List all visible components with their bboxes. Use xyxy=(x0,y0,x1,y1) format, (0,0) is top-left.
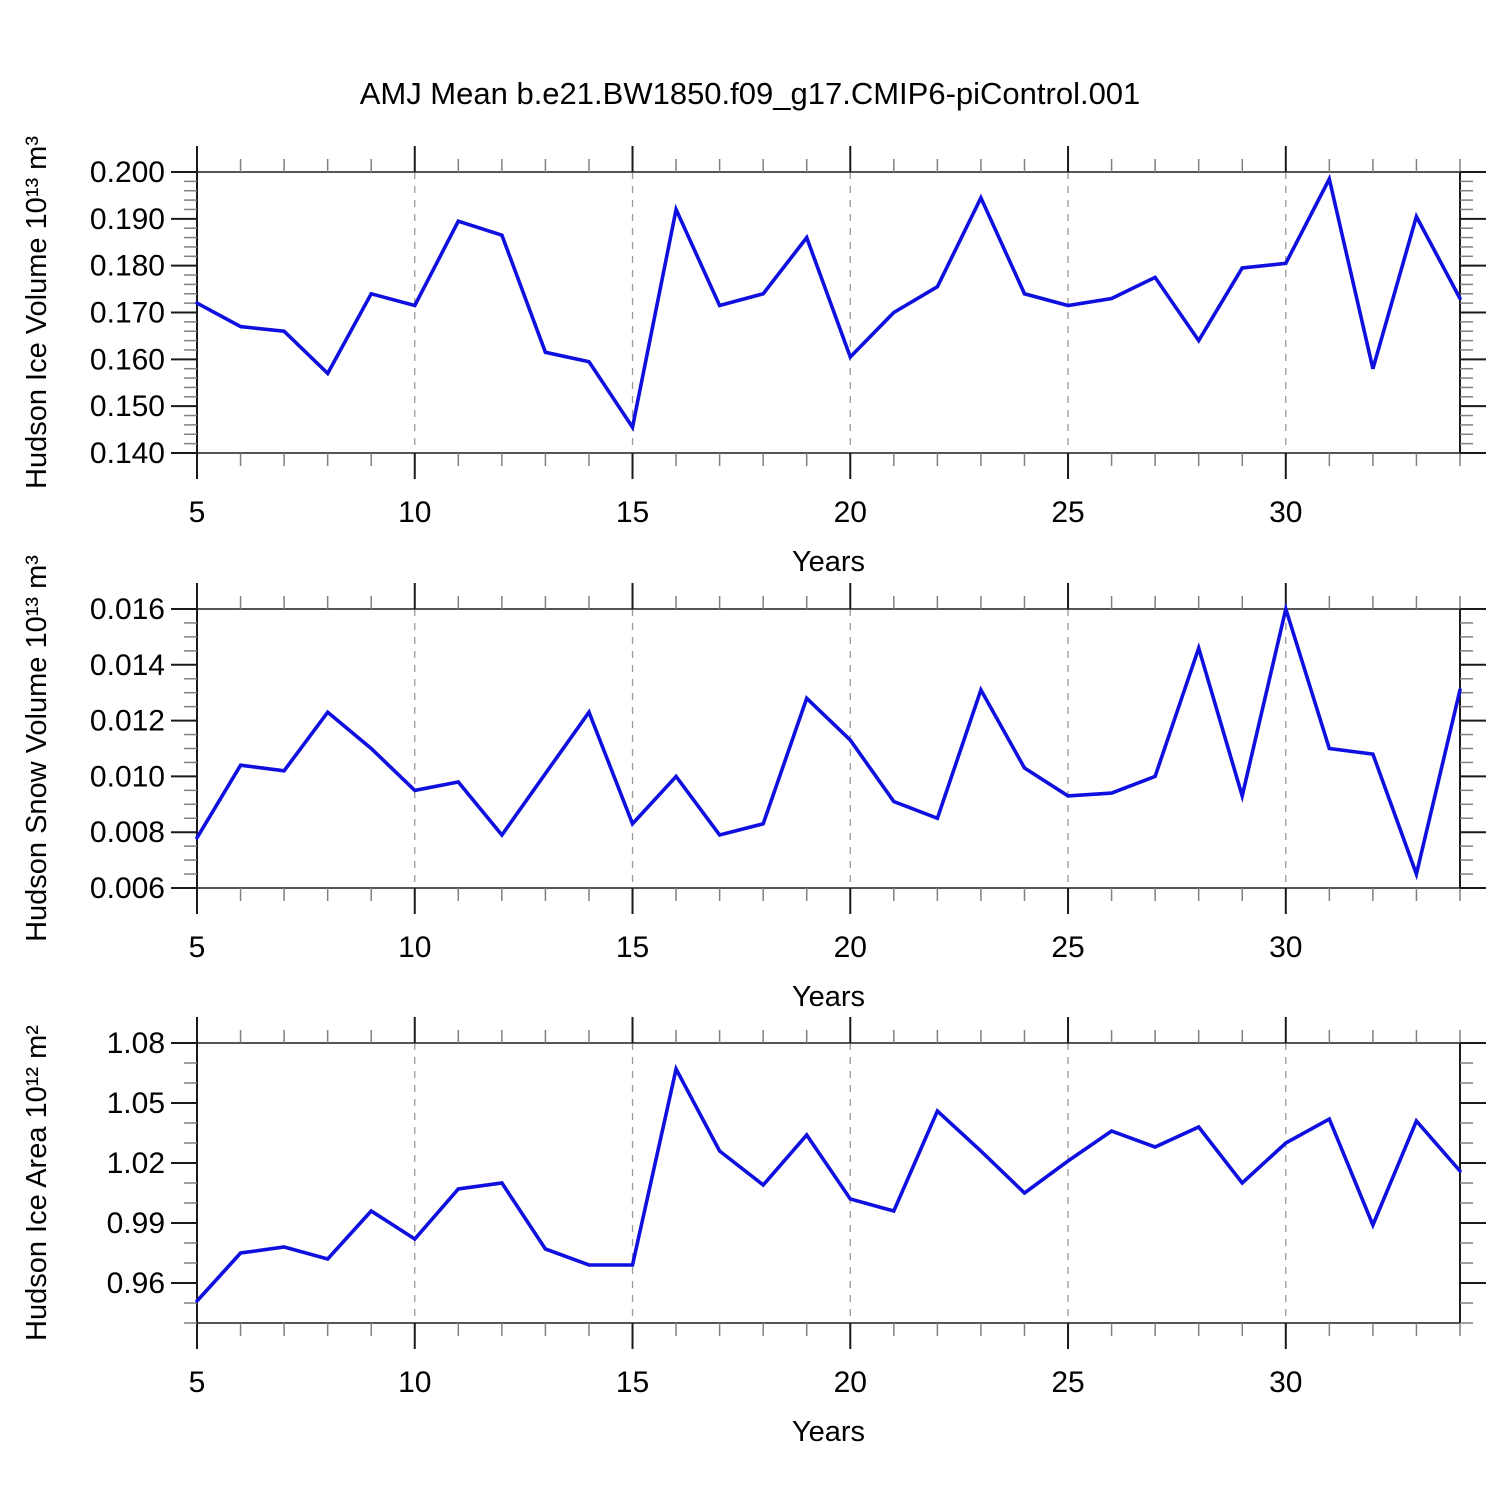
y-axis-tick-label: 0.014 xyxy=(90,649,165,682)
y-axis-tick-label: 0.170 xyxy=(90,297,165,330)
y-axis-tick-label: 0.200 xyxy=(90,156,165,189)
x-axis-tick-label: 20 xyxy=(834,1366,867,1399)
y-axis-tick-label: 0.190 xyxy=(90,203,165,236)
data-line xyxy=(195,602,1462,881)
y-axis-tick-label: 0.160 xyxy=(90,343,165,376)
y-axis-tick-label: 0.012 xyxy=(90,705,165,738)
x-axis-tick-label: 20 xyxy=(834,931,867,964)
data-line xyxy=(195,1063,1462,1303)
y-axis-tick-label: 1.08 xyxy=(107,1027,165,1060)
x-axis-tick-label: 5 xyxy=(189,496,206,529)
x-axis-tick-label: 25 xyxy=(1051,931,1084,964)
y-axis-tick-label: 0.140 xyxy=(90,437,165,470)
y-axis-tick-label: 0.150 xyxy=(90,390,165,423)
y-axis-title: Hudson Snow Volume 10¹³ m³ xyxy=(21,555,53,942)
x-axis-tick-label: 20 xyxy=(834,496,867,529)
y-axis-tick-label: 1.02 xyxy=(107,1147,165,1180)
x-axis-tick-label: 10 xyxy=(398,496,431,529)
x-axis-title: Years xyxy=(792,546,865,578)
y-axis-tick-label: 0.180 xyxy=(90,250,165,283)
y-axis-tick-label: 0.006 xyxy=(90,872,165,905)
data-line xyxy=(195,173,1462,432)
y-axis-tick-label: 0.99 xyxy=(107,1207,165,1240)
x-axis-tick-label: 25 xyxy=(1051,496,1084,529)
x-axis-tick-label: 10 xyxy=(398,931,431,964)
y-axis-tick-label: 0.010 xyxy=(90,760,165,793)
x-axis-tick-label: 5 xyxy=(189,931,206,964)
y-axis-tick-label: 0.96 xyxy=(107,1267,165,1300)
y-axis-title: Hudson Ice Area 10¹² m² xyxy=(21,1025,53,1341)
plot-3: 0.96 0.99 1.02 1.05 1.08 5 10 15 20 25 30 Years Huds… xyxy=(21,1017,1486,1448)
y-axis-tick-label: 0.016 xyxy=(90,593,165,626)
x-axis-title: Years xyxy=(792,981,865,1013)
x-axis-tick-label: 30 xyxy=(1269,1366,1302,1399)
x-axis-tick-label: 10 xyxy=(398,1366,431,1399)
y-axis-tick-label: 1.05 xyxy=(107,1087,165,1120)
x-axis-tick-label: 30 xyxy=(1269,496,1302,529)
x-axis-tick-label: 5 xyxy=(189,1366,206,1399)
plot-1: 0.140 0.150 0.160 0.170 0.180 0.190 0.200 5 10 15… xyxy=(21,136,1486,578)
chart-title: AMJ Mean b.e21.BW1850.f09_g17.CMIP6-piCo… xyxy=(359,76,1141,111)
x-axis-tick-label: 15 xyxy=(616,1366,649,1399)
x-axis-tick-label: 25 xyxy=(1051,1366,1084,1399)
x-axis-tick-label: 30 xyxy=(1269,931,1302,964)
y-axis-tick-label: 0.008 xyxy=(90,816,165,849)
x-axis-title: Years xyxy=(792,1416,865,1448)
x-axis-tick-label: 15 xyxy=(616,931,649,964)
plot-2: 0.006 0.008 0.010 0.012 0.014 0.016 5 10 15 20 25 3… xyxy=(21,555,1486,1013)
y-axis-title: Hudson Ice Volume 10¹³ m³ xyxy=(21,136,53,489)
x-axis-tick-label: 15 xyxy=(616,496,649,529)
